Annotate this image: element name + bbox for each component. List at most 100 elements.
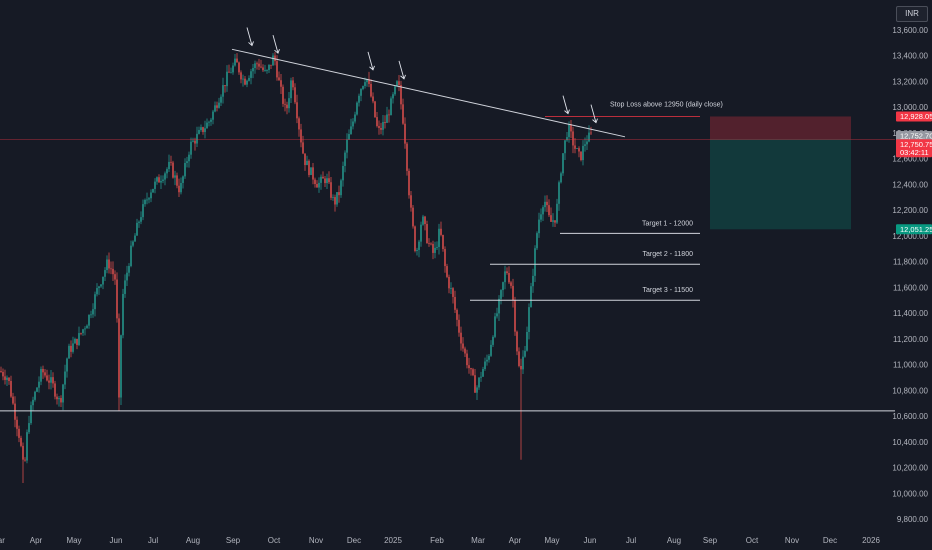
candle bbox=[126, 265, 128, 287]
candle bbox=[198, 126, 200, 135]
currency-badge[interactable]: INR bbox=[896, 6, 928, 22]
candle-body bbox=[488, 355, 490, 360]
candle bbox=[200, 124, 202, 132]
candle-body bbox=[326, 178, 328, 184]
candle-body bbox=[246, 80, 248, 85]
candle bbox=[526, 326, 528, 352]
candle-body bbox=[164, 173, 166, 180]
candle bbox=[278, 71, 280, 81]
candle-body bbox=[546, 201, 548, 206]
candle-body bbox=[354, 114, 356, 122]
candle-body bbox=[340, 180, 342, 196]
candle bbox=[130, 240, 132, 268]
candle-body bbox=[370, 83, 372, 97]
candle-body bbox=[462, 343, 464, 349]
candle bbox=[326, 173, 328, 190]
candle bbox=[464, 346, 466, 357]
candle-body bbox=[482, 369, 484, 377]
candle-body bbox=[552, 220, 554, 222]
candle-body bbox=[440, 228, 442, 235]
candle bbox=[576, 147, 578, 150]
candle-body bbox=[154, 181, 156, 189]
candle bbox=[482, 366, 484, 378]
candle-body bbox=[580, 151, 582, 161]
candle-body bbox=[46, 375, 48, 381]
candle-body bbox=[262, 67, 264, 71]
candle-body bbox=[272, 55, 274, 66]
candle-body bbox=[532, 275, 534, 287]
x-tick-label: Jul bbox=[626, 536, 636, 545]
candle-body bbox=[556, 203, 558, 223]
candle bbox=[26, 429, 28, 464]
x-tick-label: Mar bbox=[0, 536, 5, 545]
candle bbox=[16, 416, 18, 437]
candle-body bbox=[332, 197, 334, 198]
candle-body bbox=[422, 216, 424, 225]
x-tick-label: 2026 bbox=[862, 536, 880, 545]
candle-body bbox=[150, 192, 152, 199]
drawings-group[interactable]: Target 1 - 12000 Target 2 - 11800 Target 3… bbox=[0, 27, 895, 412]
y-tick-label: 12,400.00 bbox=[892, 180, 928, 189]
candle bbox=[204, 120, 206, 139]
candle-body bbox=[112, 268, 114, 275]
candle bbox=[504, 265, 506, 290]
candle bbox=[358, 93, 360, 107]
candle-body bbox=[478, 377, 480, 388]
candle-body bbox=[118, 318, 120, 398]
candle-body bbox=[238, 62, 240, 73]
candle-body bbox=[362, 86, 364, 89]
price-axis[interactable]: 13,600.0013,400.0013,200.0013,000.0012,8… bbox=[892, 26, 928, 524]
candle-body bbox=[384, 121, 386, 123]
candle-body bbox=[48, 380, 50, 383]
candle bbox=[98, 285, 100, 295]
candle-body bbox=[386, 114, 388, 123]
candle-body bbox=[438, 228, 440, 247]
candle bbox=[36, 386, 38, 393]
candle-body bbox=[494, 316, 496, 337]
candle bbox=[218, 97, 220, 109]
x-tick-label: Jun bbox=[584, 536, 597, 545]
candle-body bbox=[278, 77, 280, 81]
candle bbox=[376, 112, 378, 128]
candle-body bbox=[576, 148, 578, 150]
candle-body bbox=[146, 199, 148, 201]
x-tick-label: Nov bbox=[785, 536, 799, 545]
position-tool[interactable] bbox=[710, 116, 851, 230]
candle bbox=[332, 194, 334, 201]
candle-body bbox=[578, 148, 580, 152]
candle-body bbox=[284, 103, 286, 105]
candle-body bbox=[166, 169, 168, 174]
candle bbox=[372, 92, 374, 104]
time-axis[interactable]: Mar Apr May Jun Jul Aug Sep Oct Nov Dec 2025 Feb Mar… bbox=[0, 536, 880, 545]
candle bbox=[470, 367, 472, 376]
price-badge-bg bbox=[896, 131, 932, 142]
candle-body bbox=[564, 140, 566, 154]
candle bbox=[66, 357, 68, 378]
candle bbox=[206, 118, 208, 129]
candle-body bbox=[202, 127, 204, 133]
candle-body bbox=[208, 121, 210, 123]
candle-body bbox=[454, 296, 456, 310]
candle-body bbox=[158, 177, 160, 183]
candle bbox=[96, 283, 98, 297]
candle bbox=[56, 393, 58, 405]
candle-body bbox=[168, 161, 170, 170]
candle bbox=[582, 140, 584, 166]
candle-body bbox=[58, 398, 60, 400]
candle bbox=[290, 77, 292, 104]
candle-body bbox=[518, 351, 520, 366]
candle bbox=[352, 118, 354, 130]
candle-body bbox=[94, 294, 96, 310]
candle-body bbox=[418, 241, 420, 250]
candle bbox=[486, 354, 488, 366]
candle-body bbox=[364, 82, 366, 87]
arrow-head bbox=[400, 74, 406, 80]
candle bbox=[530, 282, 532, 308]
candle bbox=[184, 158, 186, 179]
candle bbox=[302, 135, 304, 155]
candle bbox=[262, 64, 264, 72]
y-tick-label: 10,000.00 bbox=[892, 489, 928, 498]
candle bbox=[208, 120, 210, 127]
